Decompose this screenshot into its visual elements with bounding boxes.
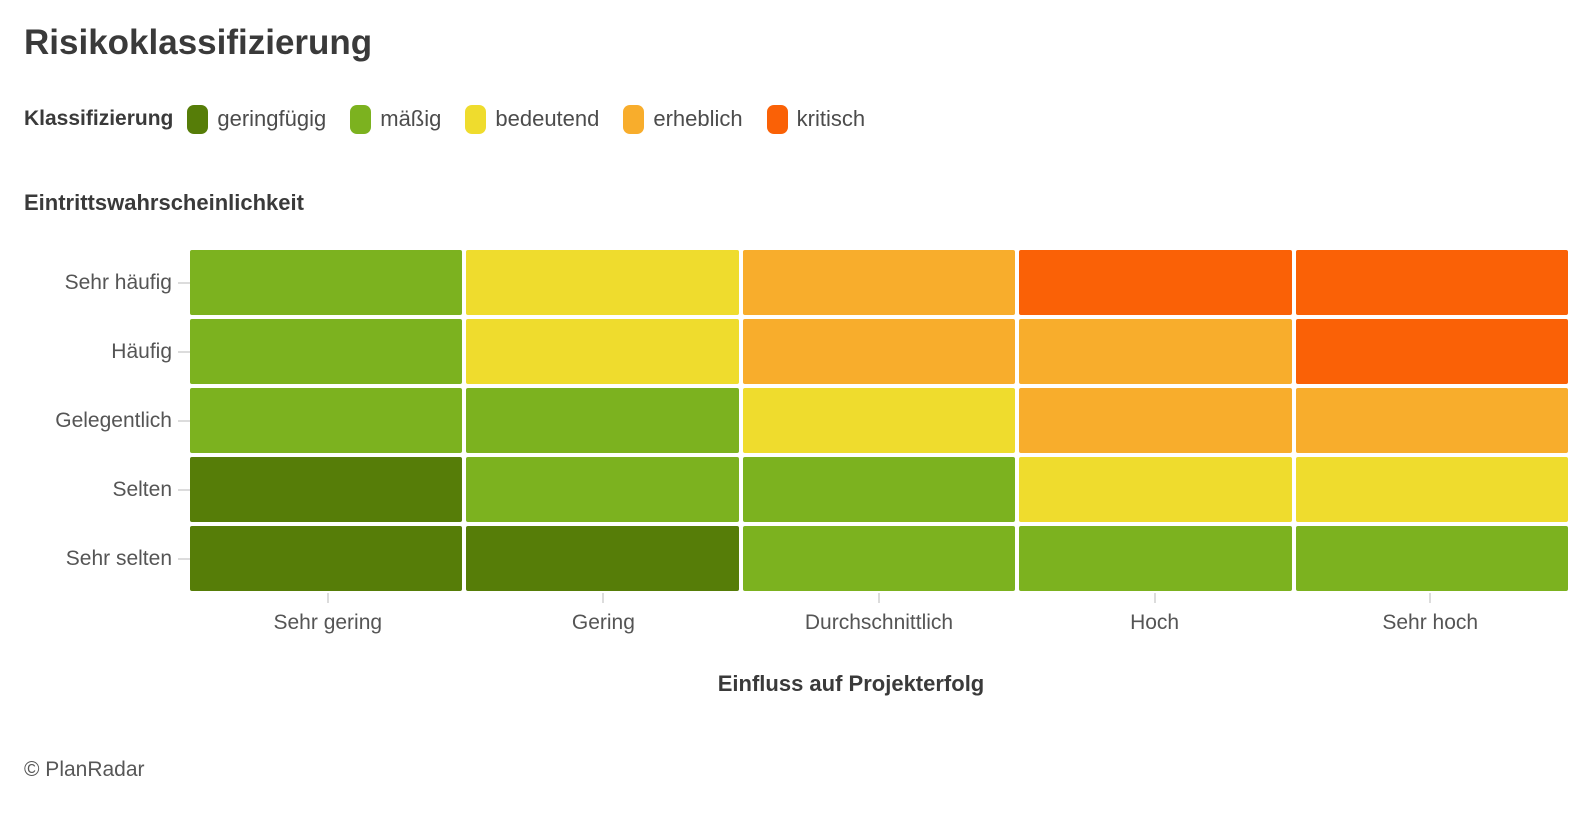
x-axis-tick-label: Durchschnittlich (804, 611, 954, 634)
matrix-cell (1019, 457, 1292, 522)
legend-swatch-icon (623, 104, 645, 134)
matrix-cell (1295, 319, 1568, 384)
matrix-cell (190, 457, 463, 522)
matrix-cell (1295, 457, 1568, 522)
matrix-cell (190, 388, 463, 453)
legend-swatch-icon (350, 104, 372, 134)
matrix-cell (466, 388, 739, 453)
x-axis-label-col: Gering (466, 593, 742, 635)
y-axis-tick-label: Sehr selten (65, 546, 172, 570)
matrix-cell (466, 319, 739, 384)
x-axis-tick-mark (602, 593, 605, 603)
legend-item-label: kritisch (796, 106, 866, 131)
matrix-cell (190, 319, 463, 384)
legend-item[interactable]: mäßig (350, 104, 442, 134)
x-axis-tick-mark (1153, 593, 1156, 603)
x-axis-tick-mark (326, 593, 329, 603)
matrix-cell (466, 526, 739, 591)
y-axis-tick-mark (178, 350, 190, 353)
x-axis-tick-label: Gering (571, 611, 635, 634)
matrix-cell (190, 250, 463, 315)
legend-item[interactable]: kritisch (766, 104, 866, 134)
legend-item-label: erheblich (653, 106, 743, 131)
x-axis-tick-mark (877, 593, 880, 603)
x-axis-tick-label: Sehr gering (273, 611, 383, 634)
matrix-cell (742, 319, 1016, 384)
x-axis-label-col: Sehr hoch (1292, 593, 1568, 635)
legend-items: geringfügig mäßig bedeutend erheblich kritis… (187, 104, 889, 134)
y-axis-label-row: Sehr selten (24, 526, 190, 591)
matrix-cell (1295, 526, 1568, 591)
x-axis-label-col: Hoch (1017, 593, 1293, 635)
matrix-cell (466, 250, 739, 315)
legend-item-label: mäßig (380, 106, 442, 131)
matrix-cell (742, 250, 1016, 315)
legend-item-label: geringfügig (217, 106, 327, 131)
y-axis-tick-label: Selten (112, 477, 172, 501)
plot-area: Sehr häufig Häufig Gelegentlich Selten Sehr … (24, 250, 1568, 591)
legend-item-label: bedeutend (495, 106, 600, 131)
page-title: Risikoklassifizierung (24, 23, 373, 62)
y-axis-label-row: Selten (24, 457, 190, 522)
legend-swatch-icon (465, 104, 487, 134)
matrix-cell (1295, 388, 1568, 453)
y-axis-tick-mark (178, 281, 190, 284)
legend: Klassifizierung geringfügig mäßig bedeuten… (24, 104, 1568, 134)
y-axis-tick-label: Häufig (111, 339, 172, 363)
legend-swatch-icon (187, 104, 209, 134)
matrix-cell (1019, 526, 1292, 591)
matrix-cell (1019, 388, 1292, 453)
matrix-cell (742, 526, 1016, 591)
x-axis-title: Einfluss auf Projekterfolg (717, 671, 985, 696)
legend-swatch-icon (766, 104, 788, 134)
y-axis-labels: Sehr häufig Häufig Gelegentlich Selten Sehr … (24, 250, 190, 591)
matrix-cell (190, 526, 463, 591)
legend-item[interactable]: geringfügig (187, 104, 327, 134)
x-axis-tick-label: Hoch (1130, 611, 1180, 634)
y-axis-tick-label: Sehr häufig (64, 270, 172, 294)
y-axis-label-row: Häufig (24, 319, 190, 384)
y-axis-label-row: Gelegentlich (24, 388, 190, 453)
legend-item[interactable]: bedeutend (465, 104, 600, 134)
x-axis-labels: Sehr gering Gering Durchschnittlich Hoch Seh… (190, 593, 1568, 635)
y-axis-title: Eintrittswahrscheinlichkeit (24, 190, 304, 215)
copyright-notice: © PlanRadar (24, 758, 145, 781)
matrix-cell (1295, 250, 1568, 315)
matrix-cell (1019, 250, 1292, 315)
x-axis-tick-label: Sehr hoch (1382, 611, 1479, 634)
matrix-cell (742, 388, 1016, 453)
matrix-cell (742, 457, 1016, 522)
matrix-cell (466, 457, 739, 522)
y-axis-tick-mark (178, 488, 190, 491)
x-axis-tick-mark (1429, 593, 1432, 603)
legend-item[interactable]: erheblich (623, 104, 743, 134)
x-axis-label-col: Sehr gering (190, 593, 466, 635)
y-axis-tick-label: Gelegentlich (55, 408, 172, 432)
matrix-cell (1019, 319, 1292, 384)
legend-title: Klassifizierung (24, 107, 174, 130)
y-axis-label-row: Sehr häufig (24, 250, 190, 315)
risk-matrix (190, 250, 1568, 591)
y-axis-tick-mark (178, 557, 190, 560)
y-axis-tick-mark (178, 419, 190, 422)
x-axis-label-col: Durchschnittlich (741, 593, 1017, 635)
